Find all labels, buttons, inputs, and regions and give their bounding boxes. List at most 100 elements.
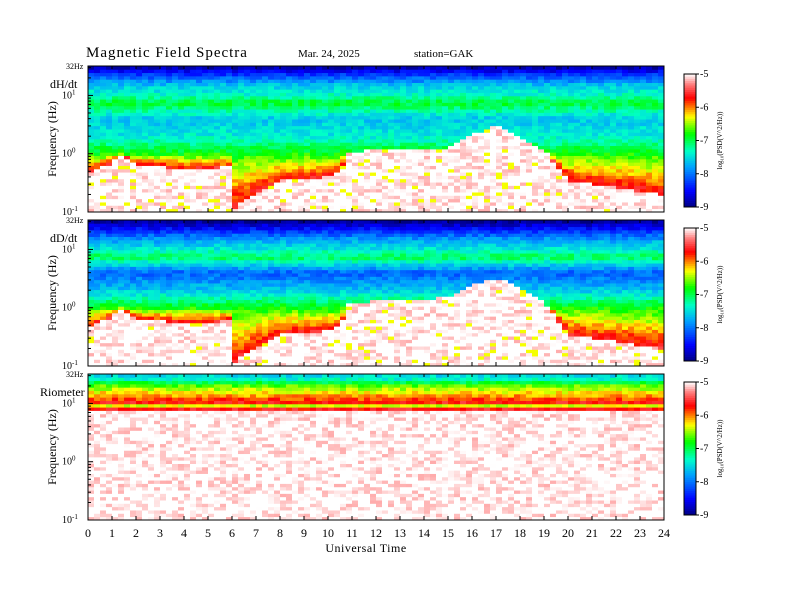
heatmap-cell	[160, 322, 167, 327]
heatmap-cell	[376, 195, 383, 200]
heatmap-cell	[430, 145, 437, 150]
heatmap-cell	[208, 185, 215, 190]
heatmap-cell	[274, 122, 281, 127]
heatmap-cell	[346, 82, 353, 87]
heatmap-cell	[622, 195, 629, 200]
heatmap-cell	[208, 119, 215, 123]
heatmap-cell	[244, 145, 251, 150]
heatmap-cell	[220, 125, 227, 130]
heatmap-cell	[310, 66, 317, 70]
heatmap-cell	[610, 105, 617, 110]
heatmap-cell	[118, 102, 125, 107]
heatmap-cell	[472, 92, 479, 97]
heatmap-cell	[268, 69, 275, 74]
heatmap-cell	[592, 192, 599, 196]
heatmap-cell	[184, 178, 191, 183]
heatmap-cell	[430, 66, 437, 70]
heatmap-cell	[538, 202, 545, 206]
heatmap-cell	[304, 105, 311, 110]
heatmap-cell	[298, 89, 305, 93]
heatmap-cell	[340, 95, 347, 100]
heatmap-cell	[244, 135, 251, 140]
heatmap-cell	[106, 155, 113, 160]
heatmap-cell	[250, 122, 257, 127]
heatmap-cell	[478, 69, 485, 74]
heatmap-cell	[214, 142, 221, 147]
heatmap-cell	[436, 102, 443, 107]
heatmap-cell	[628, 158, 635, 163]
heatmap-cell	[574, 72, 581, 77]
heatmap-cell	[562, 168, 569, 173]
heatmap-cell	[454, 119, 461, 123]
heatmap-cell	[160, 339, 167, 344]
heatmap-cell	[532, 95, 539, 100]
heatmap-cell	[544, 165, 551, 170]
heatmap-cell	[172, 99, 179, 103]
colorbar-swatch	[684, 105, 696, 108]
heatmap-cell	[490, 102, 497, 107]
heatmap-cell	[364, 172, 371, 176]
heatmap-cell	[238, 89, 245, 93]
heatmap-cell	[412, 208, 419, 213]
heatmap-cell	[586, 119, 593, 123]
heatmap-cell	[280, 125, 287, 130]
heatmap-cell	[130, 105, 137, 110]
heatmap-cell	[424, 119, 431, 123]
heatmap-cell	[160, 148, 167, 153]
heatmap-cell	[238, 205, 245, 210]
heatmap-cell	[622, 89, 629, 93]
heatmap-cell	[160, 269, 167, 274]
heatmap-cell	[244, 205, 251, 210]
heatmap-cell	[346, 165, 353, 170]
heatmap-cell	[148, 132, 155, 137]
heatmap-cell	[136, 306, 143, 310]
heatmap-cell	[316, 192, 323, 196]
heatmap-cell	[538, 205, 545, 210]
heatmap-cell	[190, 152, 197, 156]
heatmap-cell	[232, 112, 239, 117]
heatmap-cell	[640, 132, 647, 137]
heatmap-cell	[430, 155, 437, 160]
heatmap-cell	[652, 105, 659, 110]
heatmap-cell	[334, 155, 341, 160]
heatmap-cell	[142, 312, 149, 317]
heatmap-cell	[472, 178, 479, 183]
heatmap-cell	[100, 202, 107, 206]
heatmap-cell	[106, 165, 113, 170]
heatmap-cell	[532, 208, 539, 213]
heatmap-cell	[346, 208, 353, 213]
heatmap-cell	[538, 122, 545, 127]
heatmap-cell	[190, 145, 197, 150]
heatmap-cell	[214, 105, 221, 110]
heatmap-cell	[460, 139, 467, 143]
heatmap-cell	[154, 329, 161, 334]
heatmap-cell	[88, 168, 95, 173]
heatmap-cell	[214, 125, 221, 130]
heatmap-cell	[508, 208, 515, 213]
heatmap-cell	[574, 119, 581, 123]
heatmap-cell	[448, 158, 455, 163]
colorbar-swatch	[684, 169, 696, 172]
heatmap-cell	[208, 122, 215, 127]
heatmap-cell	[226, 175, 233, 180]
heatmap-cell	[166, 158, 173, 163]
heatmap-cell	[568, 175, 575, 180]
heatmap-cell	[616, 112, 623, 117]
colorbar-swatch	[684, 158, 696, 161]
heatmap-cell	[544, 112, 551, 117]
heatmap-cell	[406, 188, 413, 193]
heatmap-cell	[106, 135, 113, 140]
heatmap-cell	[640, 89, 647, 93]
heatmap-cell	[634, 158, 641, 163]
heatmap-cell	[436, 155, 443, 160]
heatmap-cell	[124, 69, 131, 74]
heatmap-cell	[412, 82, 419, 87]
heatmap-cell	[334, 89, 341, 93]
heatmap-cell	[304, 182, 311, 186]
heatmap-cell	[568, 139, 575, 143]
heatmap-cell	[610, 82, 617, 87]
heatmap-cell	[184, 119, 191, 123]
heatmap-cell	[136, 296, 143, 301]
heatmap-cell	[460, 85, 467, 90]
heatmap-cell	[340, 208, 347, 213]
